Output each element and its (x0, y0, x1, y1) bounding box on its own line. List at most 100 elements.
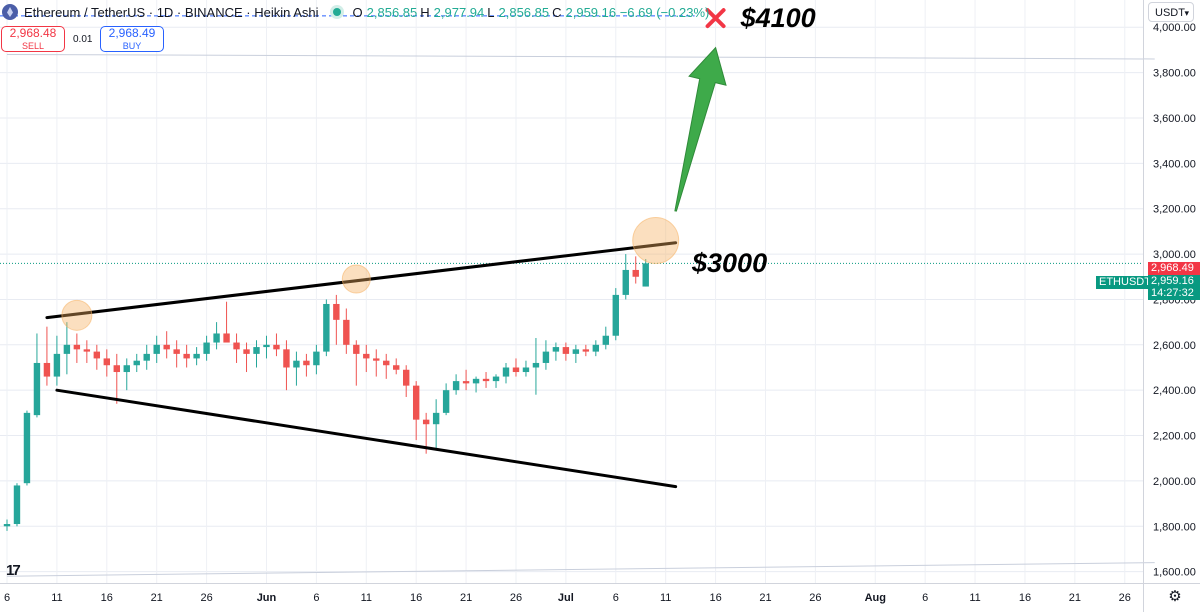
candle-body (273, 344, 280, 350)
candle (383, 353, 390, 379)
candle (183, 344, 190, 368)
ask-price-badge: 2,968.49 (1148, 262, 1200, 275)
candle-body (113, 365, 120, 373)
candle-body (193, 353, 200, 359)
x-tick-label: 21 (759, 592, 771, 604)
candle (53, 335, 61, 386)
x-tick-label: 11 (969, 592, 980, 604)
candle (532, 338, 540, 395)
candle-body (313, 351, 320, 366)
candle-body (283, 349, 290, 368)
currency-select[interactable]: USDT (1148, 2, 1194, 23)
candle (353, 340, 360, 386)
candle-body (13, 485, 21, 525)
candle (373, 349, 380, 377)
candle-body (343, 319, 350, 345)
candle (243, 342, 250, 373)
candle-body (23, 412, 31, 484)
candle (83, 340, 91, 363)
candle (403, 365, 410, 397)
symbol-title[interactable]: Ethereum / TetherUS · 1D · BINANCE · Hei… (24, 4, 319, 20)
ohlc-value: 2,977.94 (433, 4, 485, 20)
ohlc-value: 2,856.85 (366, 4, 418, 20)
candle-body (333, 303, 340, 320)
trend-line-lower (55, 388, 678, 489)
x-tick-label: 6 (4, 592, 10, 604)
candle (263, 335, 270, 359)
y-tick-label: 2,200.00 (1153, 431, 1196, 443)
x-tick-label: 21 (151, 592, 163, 604)
candle-body (163, 344, 170, 350)
candle-body (203, 342, 210, 354)
buy-button[interactable]: 2,968.49 BUY (100, 26, 164, 52)
x-tick-label: 6 (922, 592, 928, 604)
ohlc-value: 2,856.85 (498, 4, 550, 20)
candle (113, 353, 120, 404)
candle (93, 344, 101, 370)
trend-line-long-range-upper (6, 53, 1155, 60)
candle (462, 369, 470, 391)
x-tick-label: 26 (1119, 592, 1131, 604)
x-tick-label: Jul (558, 592, 574, 604)
y-tick-label: 1,800.00 (1153, 521, 1196, 533)
sell-label: SELL (21, 41, 45, 51)
candle (73, 333, 81, 363)
x-tick-label: 16 (709, 592, 721, 604)
x-tick-label: 16 (410, 592, 422, 604)
candle-body (442, 390, 450, 413)
ohlc-key: H (420, 4, 430, 20)
candle-body (263, 344, 270, 348)
gear-icon[interactable]: ⚙ (1168, 588, 1182, 605)
chart-header: Ethereum / TetherUS · 1D · BINANCE · Hei… (0, 0, 712, 24)
candle-body (183, 353, 190, 359)
candle (163, 331, 170, 359)
candle (33, 333, 41, 418)
touch-point-circle (341, 264, 371, 294)
candle (273, 333, 280, 357)
candle (143, 344, 150, 370)
ohlc-key: L (487, 4, 495, 20)
y-tick-label: 3,800.00 (1153, 68, 1196, 80)
drawings: $4100 $3000 (45, 3, 816, 489)
candle-body (502, 367, 510, 377)
ohlc-value: 2,959.16 −6.69 (−0.23%) (565, 4, 710, 20)
candle-body (373, 358, 380, 361)
symbol-price-badge: ETHUSDT (1096, 276, 1154, 289)
y-tick-label: 2,400.00 (1153, 385, 1196, 397)
candle-body (462, 381, 470, 384)
candle (213, 322, 220, 350)
tradingview-logo-icon[interactable]: 17 (6, 562, 21, 579)
candle-body (33, 362, 41, 416)
candle-body (632, 269, 639, 277)
candle (203, 335, 210, 361)
x-tick-label: 16 (101, 592, 113, 604)
x-tick-label: 11 (361, 592, 372, 604)
ohlc-key: O (352, 4, 363, 20)
y-tick-label: 3,400.00 (1153, 158, 1196, 170)
candle-body (133, 360, 140, 366)
candle (293, 351, 300, 386)
candle (502, 362, 510, 384)
candle (512, 358, 520, 377)
trend-line-upper (45, 241, 678, 320)
candle-body (542, 351, 550, 363)
ohlc-key: C (552, 4, 562, 20)
candle-body (173, 349, 180, 354)
sell-price: 2,968.48 (9, 26, 57, 40)
y-tick-label: 3,000.00 (1153, 249, 1196, 261)
candle (43, 326, 51, 386)
candle-body (103, 358, 110, 366)
trend-line-long-range-lower (6, 562, 1155, 577)
candle-body (403, 369, 410, 386)
x-tick-label: Aug (865, 592, 886, 604)
candle (63, 322, 71, 375)
candle (642, 259, 649, 287)
candle (193, 347, 200, 366)
buy-label: BUY (122, 41, 142, 51)
candle (123, 358, 130, 391)
candle (522, 360, 530, 377)
candle-body (53, 353, 61, 377)
sell-button[interactable]: 2,968.48 SELL (1, 26, 65, 52)
